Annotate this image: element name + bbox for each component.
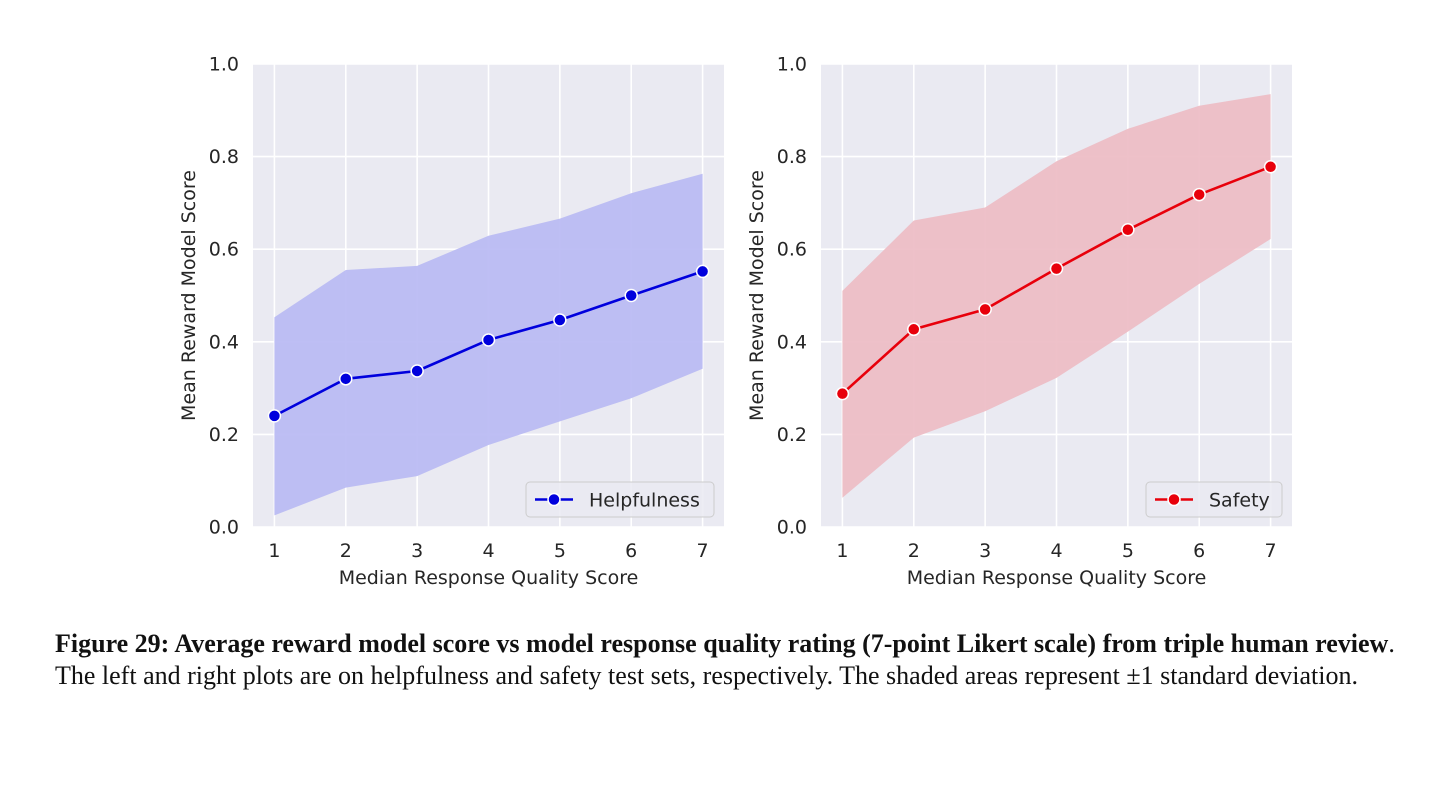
data-point	[978, 302, 992, 317]
data-point	[481, 333, 496, 347]
legend: Helpfulness	[525, 481, 715, 518]
data-point	[410, 364, 424, 378]
x-tick-label: 2	[908, 540, 920, 562]
x-tick-label: 1	[836, 540, 848, 562]
y-axis-label: Mean Reward Model Score	[746, 170, 768, 421]
y-tick-label: 0.0	[209, 517, 239, 539]
x-tick-label: 3	[411, 540, 423, 562]
data-point	[835, 386, 850, 401]
y-tick-label: 0.8	[777, 146, 807, 168]
std-band	[842, 94, 1271, 498]
x-tick-label: 6	[625, 540, 637, 562]
x-axis-label: Median Response Quality Score	[339, 567, 639, 589]
legend: Safety	[1145, 481, 1283, 518]
caption-text: . The left and right plots are on helpfu…	[55, 629, 1395, 690]
x-tick-label: 7	[1265, 540, 1277, 562]
x-tick-label: 6	[1193, 540, 1205, 562]
y-tick-label: 0.2	[777, 424, 807, 446]
data-point	[267, 409, 282, 423]
figure-charts: 0.0 0.2 0.4 0.6 0.8 1.0 1 2 3 4 5 6 7 Median Response…	[178, 54, 1292, 589]
x-tick-label: 7	[697, 540, 709, 562]
y-tick-label: 0.2	[209, 424, 239, 446]
data-point	[553, 313, 567, 327]
data-point	[1192, 187, 1206, 202]
x-tick-label: 3	[979, 540, 991, 562]
y-tick-label: 0.8	[209, 146, 239, 168]
data-point	[695, 264, 710, 279]
y-tick-label: 0.0	[777, 517, 807, 539]
data-point	[339, 372, 353, 386]
y-tick-label: 1.0	[777, 54, 807, 76]
y-tick-label: 0.4	[209, 331, 239, 353]
x-tick-label: 1	[268, 540, 280, 562]
legend-label: Safety	[1209, 490, 1270, 512]
y-tick-label: 0.6	[777, 239, 807, 261]
y-tick-label: 0.4	[777, 331, 807, 353]
y-tick-label: 0.6	[209, 239, 239, 261]
x-tick-label: 4	[482, 540, 494, 562]
x-tick-label: 4	[1050, 540, 1062, 562]
x-tick-label: 5	[1122, 540, 1134, 562]
x-tick-label: 2	[340, 540, 352, 562]
figure-caption: Figure 29: Average reward model score vs…	[55, 628, 1425, 692]
legend-label: Helpfulness	[589, 490, 700, 512]
x-axis-label: Median Response Quality Score	[907, 567, 1207, 589]
legend-box	[525, 481, 715, 518]
data-point	[1049, 261, 1064, 276]
chart-panel-2: 0.0 0.2 0.4 0.6 0.8 1.0 1 2 3 4 5 6 7 Median Response…	[746, 54, 1292, 589]
data-point	[1263, 160, 1278, 174]
caption-bold: Figure 29: Average reward model score vs…	[55, 629, 1389, 658]
legend-box	[1145, 481, 1283, 518]
data-point	[1121, 223, 1135, 237]
data-point	[907, 322, 921, 337]
chart-panel-1: 0.0 0.2 0.4 0.6 0.8 1.0 1 2 3 4 5 6 7 Median Response…	[178, 54, 724, 589]
data-point	[624, 288, 638, 303]
legend-marker	[1167, 492, 1181, 507]
y-tick-label: 1.0	[209, 54, 239, 76]
legend-marker	[547, 492, 561, 507]
x-tick-label: 5	[554, 540, 566, 562]
y-axis-label: Mean Reward Model Score	[178, 170, 200, 421]
